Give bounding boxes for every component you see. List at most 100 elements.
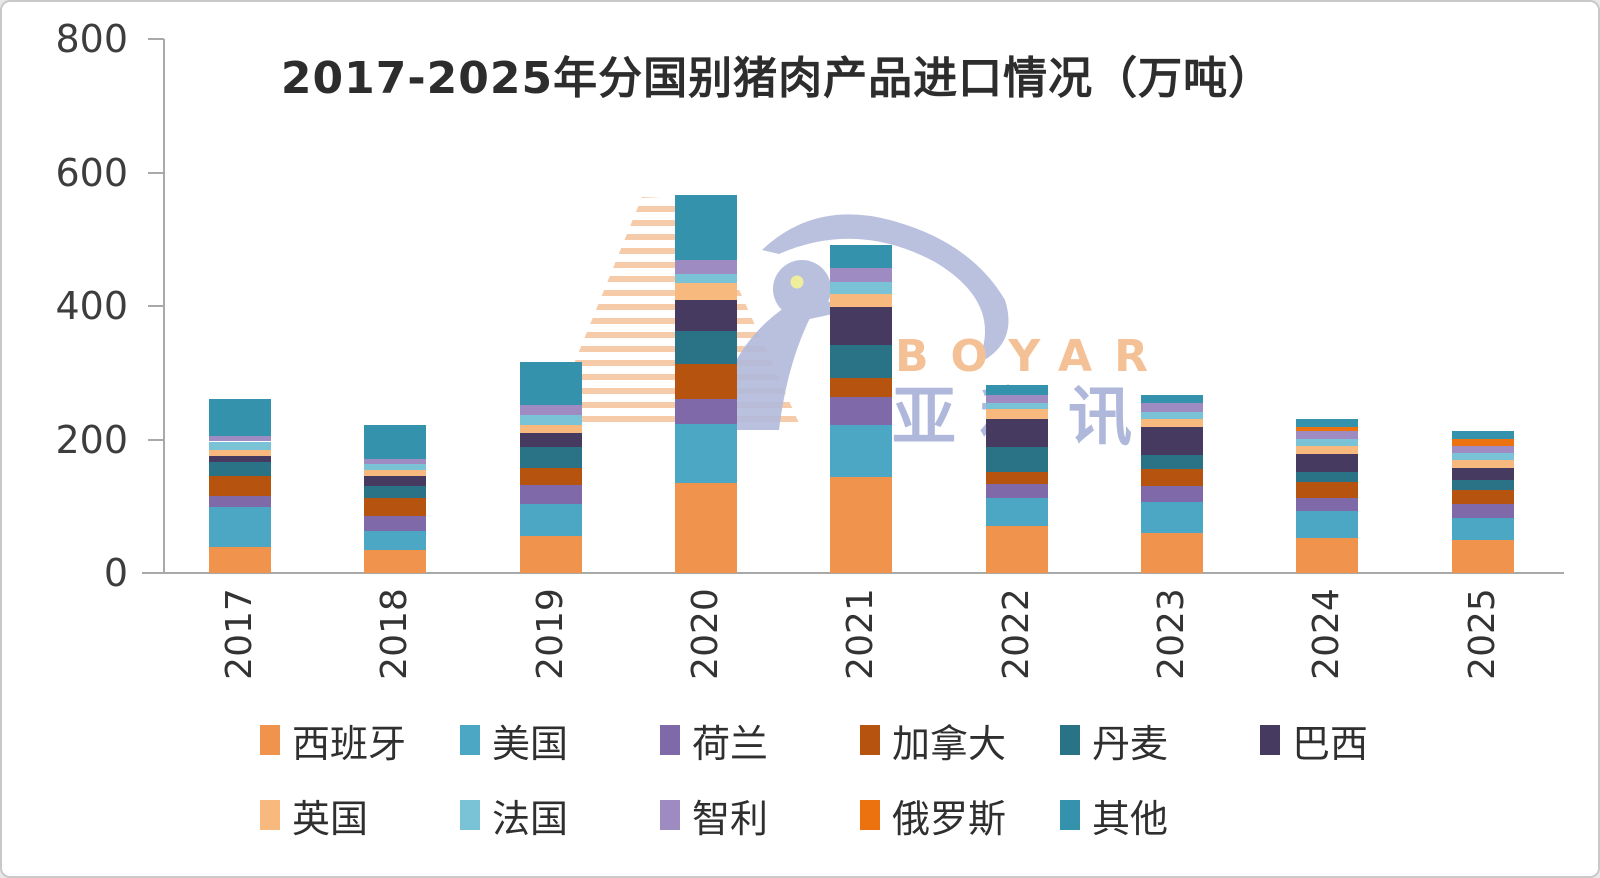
bar-segment bbox=[1141, 454, 1203, 469]
bar-segment bbox=[364, 550, 426, 573]
legend-swatch bbox=[460, 800, 480, 830]
x-axis-line bbox=[142, 572, 1564, 574]
bar-segment bbox=[1452, 479, 1514, 491]
bar-segment bbox=[1296, 438, 1358, 447]
bar-segment bbox=[364, 458, 426, 464]
legend-item: 巴西 bbox=[1260, 718, 1368, 766]
y-axis-tick bbox=[148, 438, 164, 441]
bar-segment bbox=[1141, 412, 1203, 420]
legend-item: 英国 bbox=[260, 793, 368, 841]
bar-segment bbox=[209, 461, 271, 476]
bar-segment bbox=[1141, 419, 1203, 428]
legend-swatch bbox=[860, 725, 880, 755]
bar-segment bbox=[1296, 446, 1358, 454]
dove-eye bbox=[790, 275, 804, 289]
bar-segment bbox=[364, 463, 426, 470]
legend-swatch bbox=[1260, 725, 1280, 755]
bar-segment bbox=[520, 362, 582, 405]
bar-segment bbox=[1141, 403, 1203, 413]
bar-segment bbox=[209, 506, 271, 547]
y-axis-line bbox=[163, 39, 165, 573]
bar-segment bbox=[986, 384, 1048, 396]
bar-segment bbox=[209, 546, 271, 573]
bar-segment bbox=[1452, 430, 1514, 439]
legend-swatch bbox=[460, 725, 480, 755]
bar-segment bbox=[675, 259, 737, 274]
bar-segment bbox=[520, 536, 582, 573]
bar-segment bbox=[986, 471, 1048, 484]
legend-label: 美国 bbox=[492, 721, 569, 766]
legend-swatch bbox=[660, 800, 680, 830]
bar-segment bbox=[986, 483, 1048, 499]
legend-label: 俄罗斯 bbox=[892, 796, 1007, 841]
x-axis-label: 2018 bbox=[374, 588, 415, 680]
bar-segment bbox=[1296, 498, 1358, 511]
bar-segment bbox=[1296, 482, 1358, 499]
bar-segment bbox=[830, 476, 892, 573]
legend-item: 加拿大 bbox=[860, 718, 1006, 766]
bar-segment bbox=[830, 307, 892, 346]
bar-segment bbox=[830, 424, 892, 477]
y-axis-label: 800 bbox=[55, 17, 128, 61]
bar-segment bbox=[520, 504, 582, 537]
bar-segment bbox=[675, 283, 737, 300]
bar-segment bbox=[1452, 445, 1514, 453]
bar-segment bbox=[1141, 532, 1203, 573]
legend-item: 智利 bbox=[660, 793, 768, 841]
bar-segment bbox=[209, 449, 271, 456]
bar-segment bbox=[675, 299, 737, 331]
bar-segment bbox=[364, 424, 426, 459]
bar-segment bbox=[1296, 430, 1358, 439]
bar-segment bbox=[675, 273, 737, 284]
bar-segment bbox=[986, 409, 1048, 419]
bar-segment bbox=[520, 467, 582, 485]
bar-segment bbox=[1296, 427, 1358, 431]
bar-segment bbox=[209, 436, 271, 442]
legend-label: 荷兰 bbox=[692, 721, 769, 766]
bar-segment bbox=[830, 293, 892, 308]
legend-label: 智利 bbox=[692, 796, 769, 841]
legend-item: 荷兰 bbox=[660, 718, 768, 766]
x-axis-label: 2019 bbox=[530, 588, 571, 680]
legend-item: 其他 bbox=[1060, 793, 1168, 841]
bar-segment bbox=[209, 475, 271, 497]
x-axis-label: 2020 bbox=[685, 588, 726, 680]
bar-segment bbox=[1452, 503, 1514, 518]
bar-segment bbox=[209, 399, 271, 437]
bar-segment bbox=[209, 455, 271, 462]
legend-item: 法国 bbox=[460, 793, 568, 841]
bar-segment bbox=[1141, 486, 1203, 503]
bar-segment bbox=[1141, 502, 1203, 533]
bar-segment bbox=[1452, 490, 1514, 504]
bar-segment bbox=[675, 424, 737, 483]
x-axis-label: 2021 bbox=[840, 588, 881, 680]
bar-segment bbox=[675, 482, 737, 573]
bar-segment bbox=[209, 441, 271, 450]
bar-segment bbox=[1296, 471, 1358, 483]
y-axis-label: 400 bbox=[55, 284, 128, 328]
bar-segment bbox=[830, 378, 892, 398]
x-axis-label: 2017 bbox=[219, 588, 260, 680]
bar-segment bbox=[520, 414, 582, 425]
legend-swatch bbox=[260, 800, 280, 830]
bar-segment bbox=[364, 469, 426, 476]
bar-segment bbox=[364, 485, 426, 499]
bar-segment bbox=[1296, 538, 1358, 573]
legend-label: 其他 bbox=[1092, 796, 1169, 841]
y-axis-label: 200 bbox=[55, 417, 128, 462]
legend-label: 巴西 bbox=[1292, 721, 1369, 766]
bar-segment bbox=[209, 496, 271, 507]
bar-segment bbox=[520, 404, 582, 415]
bar-segment bbox=[1141, 395, 1203, 404]
legend-label: 法国 bbox=[492, 796, 569, 841]
bar-segment bbox=[364, 530, 426, 551]
y-axis-label: 0 bbox=[103, 551, 128, 595]
legend-item: 西班牙 bbox=[260, 718, 406, 766]
bar-segment bbox=[830, 267, 892, 282]
bar-segment bbox=[675, 399, 737, 425]
bar-segment bbox=[520, 424, 582, 433]
bar-segment bbox=[1452, 468, 1514, 480]
bar-segment bbox=[830, 281, 892, 294]
legend-swatch bbox=[1060, 800, 1080, 830]
y-axis-tick bbox=[148, 38, 164, 40]
